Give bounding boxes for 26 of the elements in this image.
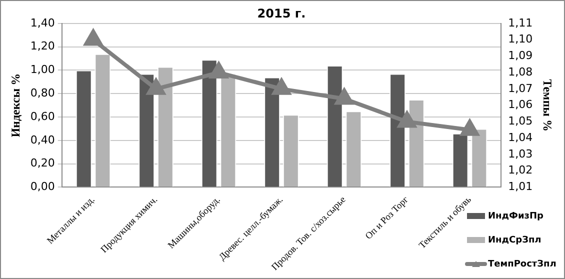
y2-axis-title: Темпы % [540,79,555,132]
y-axis-title: Индексы % [8,73,22,138]
x-tick-label: Оп и Роз Торг [364,195,411,242]
y-tick-label: 0,20 [30,156,55,170]
y2-tick-label: 1,06 [508,98,533,112]
y2-tick-label: 1,07 [508,82,533,95]
y-tick-label: 1,00 [30,63,55,76]
y2-tick-label: 1,10 [508,32,533,46]
y2-tick-label: 1,01 [508,180,533,194]
y2-tick-label: 1,05 [508,114,533,128]
y-tick-label: 0,00 [30,180,55,194]
legend-label: ИндФизПр [488,211,544,222]
chart-title: 2015 г. [257,6,306,20]
y-tick-label: 0,60 [30,110,55,123]
y-tick-label: 1,20 [30,40,55,53]
legend-label: ИндСрЗпл [488,235,542,246]
y-tick-label: 1,40 [30,16,55,30]
y2-tick-label: 1,08 [508,65,533,78]
y2-tick-label: 1,09 [508,49,533,62]
y-tick-label: 0,40 [30,133,55,146]
legend-label: ТемпРостЗпл [488,259,556,270]
y2-tick-label: 1,02 [508,164,533,177]
y2-tick-label: 1,03 [508,147,533,160]
y2-tick-label: 1,04 [508,130,533,144]
y2-tick-label: 1,11 [508,16,533,30]
y-tick-label: 0,80 [30,86,55,100]
